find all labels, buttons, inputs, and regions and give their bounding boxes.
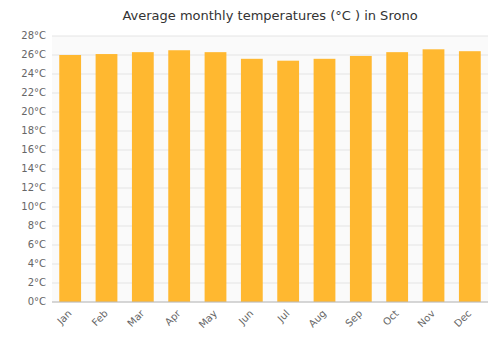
- x-tick-label: Mar: [125, 307, 147, 329]
- bar: [59, 55, 81, 302]
- x-tick-label: Jan: [54, 308, 73, 327]
- x-tick-label: Sep: [343, 308, 364, 329]
- x-tick-label: Aug: [306, 308, 328, 330]
- plot-background: [52, 36, 488, 302]
- x-axis-line: [52, 302, 488, 303]
- chart-container: 0°C 2°C 4°C 6°C 8°C 10°C 12°C 14°C 16°C 18°C 20°C 2…: [0, 0, 500, 350]
- bars: [59, 49, 480, 302]
- title: Average monthly temperatures (°C ) in Sr…: [122, 8, 417, 23]
- x-tick-label: May: [197, 308, 219, 330]
- bar: [168, 50, 190, 302]
- y-tick-label: 10°C: [21, 201, 46, 212]
- x-tick-label: Nov: [415, 308, 437, 330]
- grid-line: [52, 302, 488, 303]
- bar: [132, 52, 154, 302]
- bar: [386, 52, 408, 302]
- grid-line: [52, 36, 488, 37]
- y-tick-label: 6°C: [28, 239, 46, 250]
- bar: [96, 54, 118, 302]
- page: {"chart_data": {"type": "bar", "title": …: [0, 0, 500, 350]
- y-tick-label: 18°C: [21, 125, 46, 136]
- y-tick-label: 26°C: [21, 49, 46, 60]
- y-tick-label: 24°C: [21, 68, 46, 79]
- bar: [423, 49, 445, 302]
- y-tick-label: 14°C: [21, 163, 46, 174]
- y-tick-label: 4°C: [28, 258, 46, 269]
- bar: [241, 59, 263, 302]
- x-tick-label: Feb: [90, 308, 110, 328]
- y-tick-label: 8°C: [28, 220, 46, 231]
- y-tick-label: 12°C: [21, 182, 46, 193]
- y-axis: 0°C 2°C 4°C 6°C 8°C 10°C 12°C 14°C 16°C 18°C 20°C 2…: [21, 30, 46, 307]
- bar: [314, 59, 336, 302]
- x-tick-label: Dec: [452, 308, 473, 329]
- bar: [459, 51, 481, 302]
- x-tick-label: Apr: [163, 307, 184, 328]
- chart: 0°C 2°C 4°C 6°C 8°C 10°C 12°C 14°C 16°C 18°C 20°C 2…: [0, 0, 500, 350]
- bar: [277, 61, 299, 302]
- x-axis: Jan Feb Mar Apr May Jun Jul Aug Sep Oct Nov Dec: [52, 302, 488, 330]
- y-tick-label: 0°C: [28, 296, 46, 307]
- y-tick-label: 22°C: [21, 87, 46, 98]
- bar: [350, 56, 372, 302]
- x-tick-label: Jun: [236, 308, 256, 328]
- x-tick-label: Jul: [275, 308, 292, 325]
- y-tick-label: 28°C: [21, 30, 46, 41]
- x-tick-label: Oct: [381, 308, 401, 328]
- bar: [205, 52, 227, 302]
- y-tick-label: 20°C: [21, 106, 46, 117]
- y-tick-label: 16°C: [21, 144, 46, 155]
- grid: [52, 36, 488, 302]
- y-tick-label: 2°C: [28, 277, 46, 288]
